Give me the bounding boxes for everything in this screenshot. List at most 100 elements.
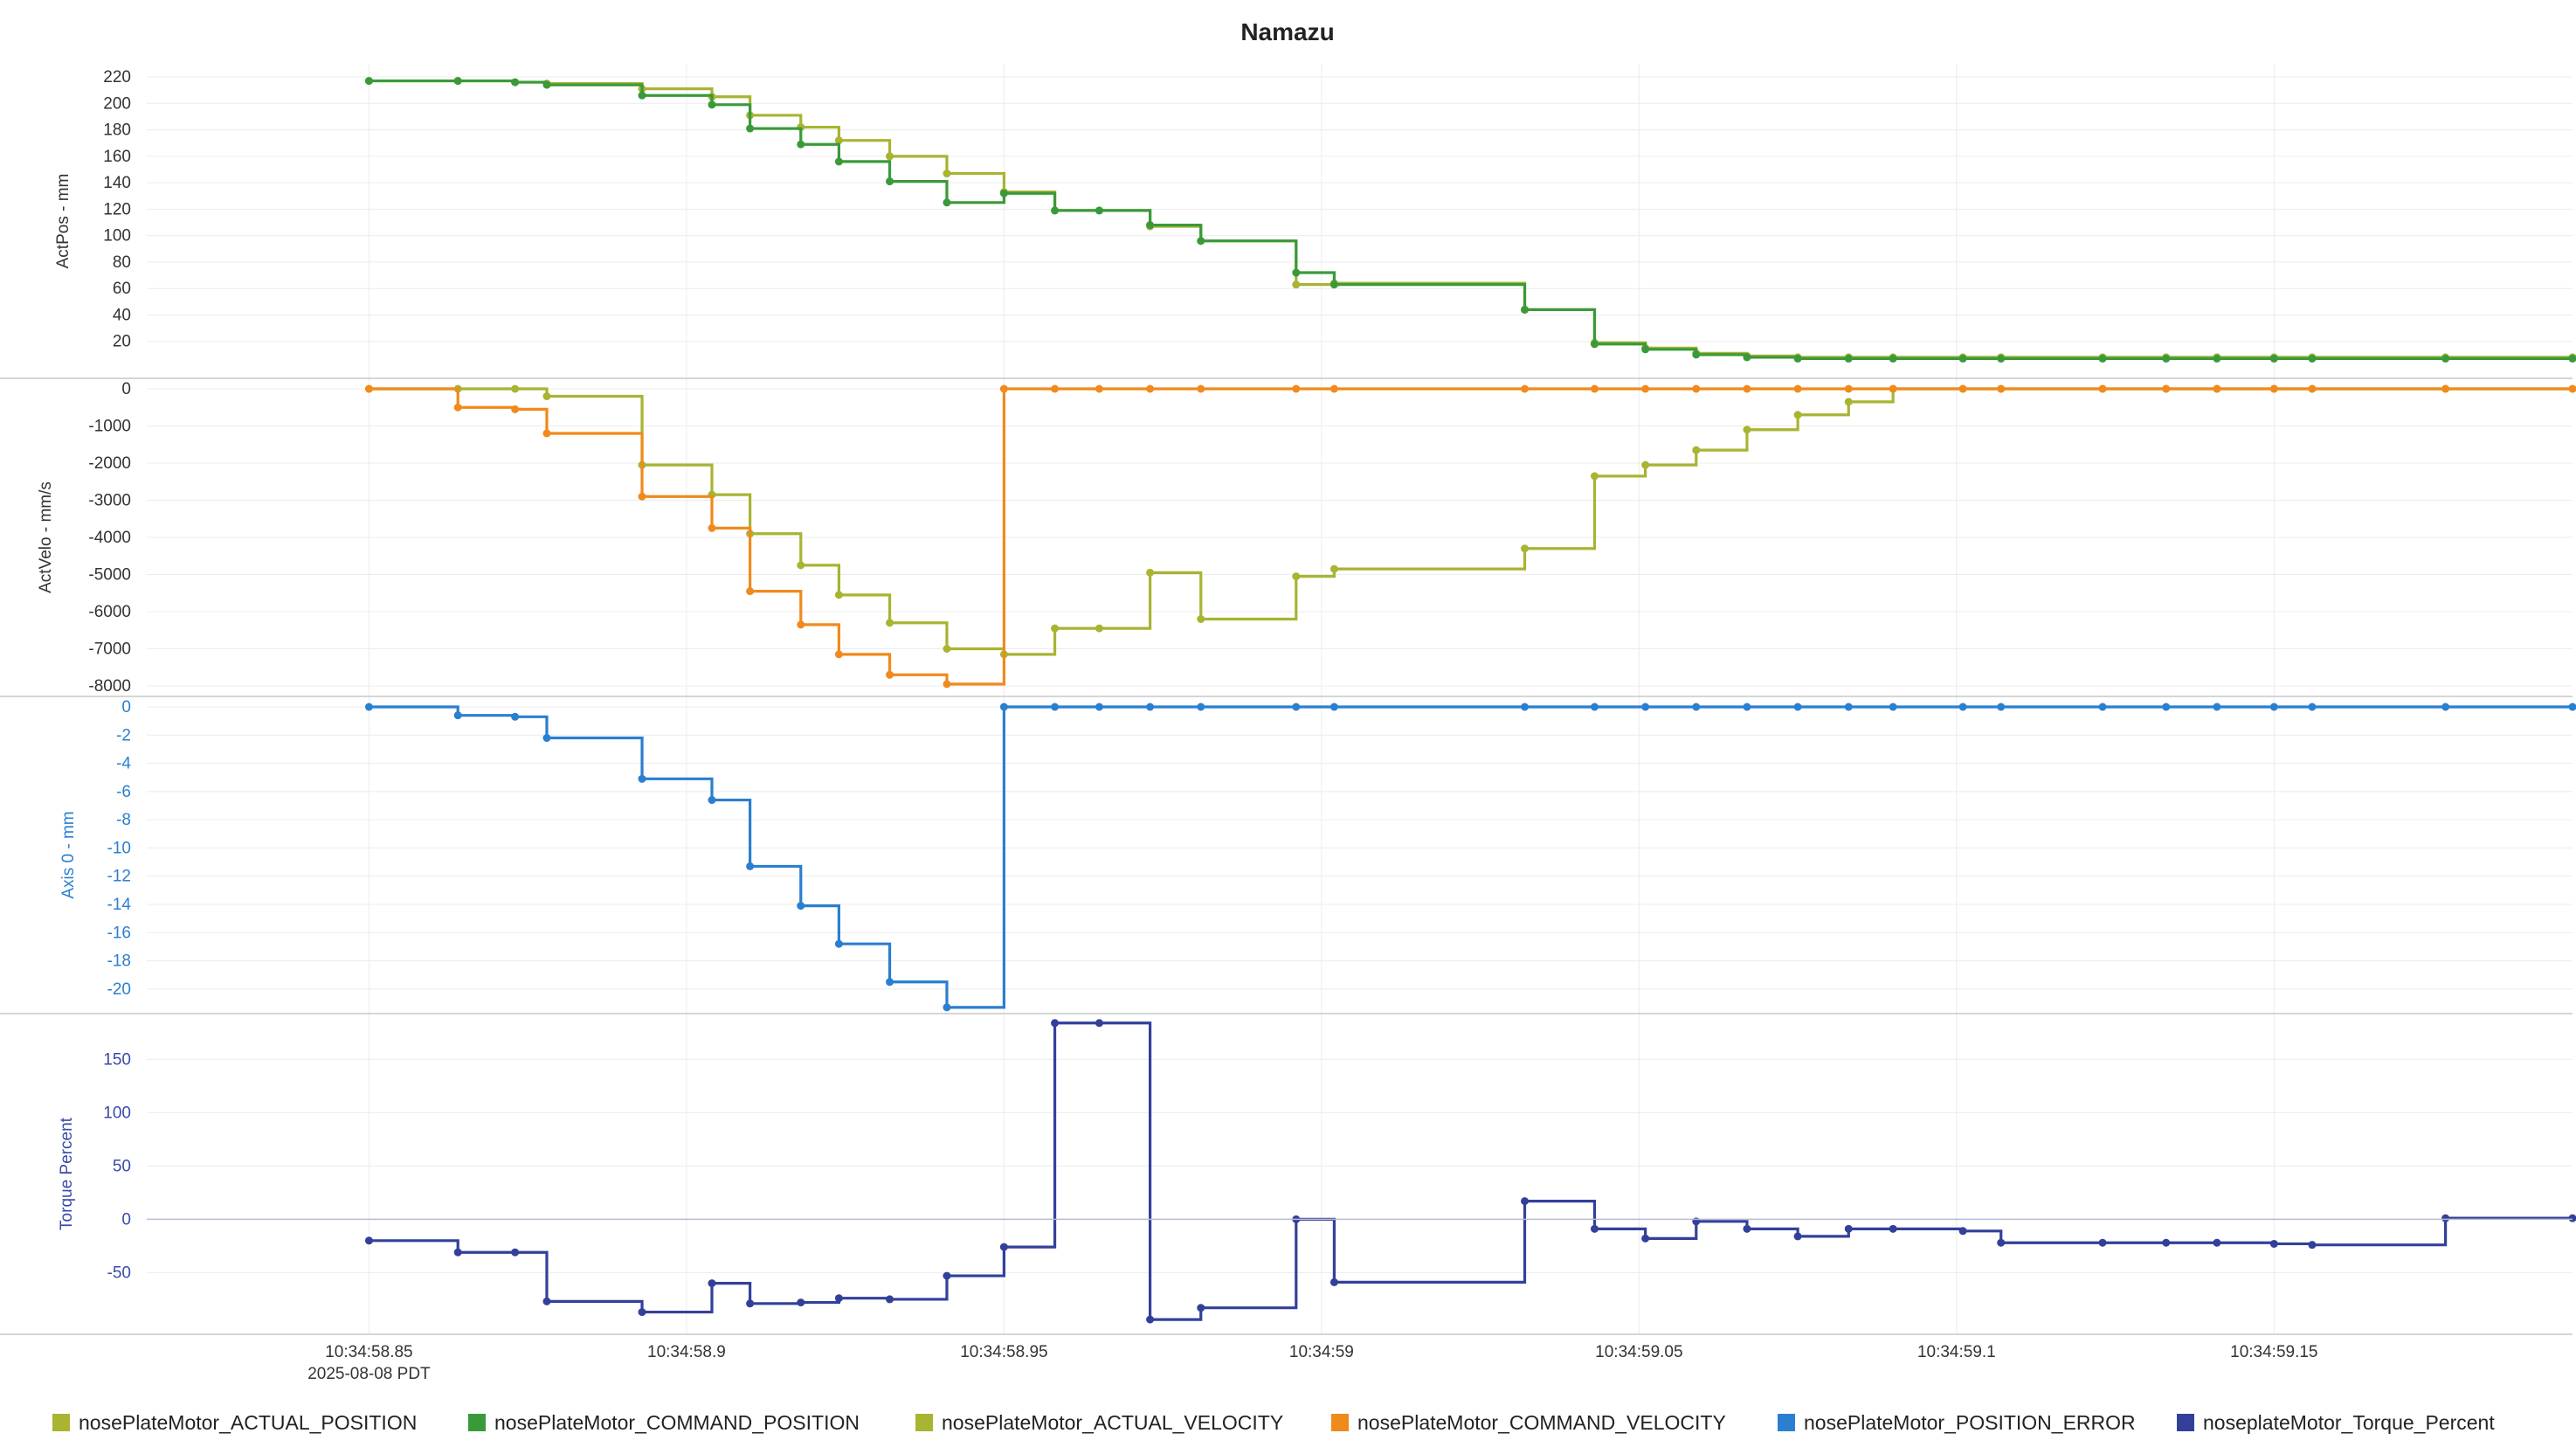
legend-item[interactable]: nosePlateMotor_ACTUAL_VELOCITY <box>915 1411 1283 1434</box>
data-point <box>797 620 805 628</box>
data-point <box>2213 355 2220 363</box>
data-point <box>2441 1215 2449 1222</box>
y-axis-label: Torque Percent <box>58 1117 76 1230</box>
data-point <box>1794 355 1802 363</box>
data-point <box>1292 269 1300 277</box>
data-point <box>1959 703 1967 711</box>
y-tick-label: 180 <box>103 121 131 140</box>
data-point <box>1051 625 1059 633</box>
data-point <box>943 680 950 688</box>
legend-item[interactable]: nosePlateMotor_COMMAND_VELOCITY <box>1331 1411 1726 1434</box>
data-point <box>943 1272 950 1280</box>
data-point <box>365 385 373 393</box>
data-point <box>708 100 715 108</box>
data-point <box>1743 1225 1751 1233</box>
data-point <box>1095 703 1103 711</box>
data-point <box>365 1236 373 1244</box>
data-point <box>639 92 646 100</box>
data-point <box>797 561 805 569</box>
data-point <box>1292 572 1300 580</box>
data-point <box>2569 385 2576 393</box>
data-point <box>1051 703 1059 711</box>
legend-item[interactable]: nosePlateMotor_COMMAND_POSITION <box>468 1411 860 1434</box>
data-point <box>2308 703 2316 711</box>
data-point <box>2162 355 2170 363</box>
data-point <box>1997 703 2005 711</box>
data-point <box>1845 355 1853 363</box>
data-point <box>2162 703 2170 711</box>
data-point <box>2569 1215 2576 1222</box>
data-point <box>639 775 646 783</box>
data-point <box>2270 385 2278 393</box>
data-point <box>2162 385 2170 393</box>
data-point <box>1997 355 2005 363</box>
series-nosePlateMotor_POSITION_ERROR <box>365 703 2576 1012</box>
y-tick-label: 50 <box>113 1157 131 1175</box>
data-point <box>2441 385 2449 393</box>
data-point <box>1095 625 1103 633</box>
series-line <box>369 1023 2573 1319</box>
data-point <box>365 703 373 711</box>
data-point <box>2441 703 2449 711</box>
y-tick-label: -12 <box>107 868 131 886</box>
data-point <box>511 79 519 87</box>
data-point <box>1095 206 1103 214</box>
series-layer <box>365 77 2576 1324</box>
legend-item[interactable]: nosePlateMotor_ACTUAL_POSITION <box>52 1411 417 1434</box>
data-point <box>1692 350 1700 358</box>
data-point <box>1521 306 1529 314</box>
data-point <box>1000 1243 1008 1251</box>
data-point <box>746 862 754 870</box>
data-point <box>1591 703 1599 711</box>
data-point <box>542 734 550 742</box>
x-tick-label: 10:34:59 <box>1289 1343 1354 1361</box>
data-point <box>1051 385 1059 393</box>
y-tick-label: 220 <box>103 68 131 87</box>
data-point <box>1521 1197 1529 1205</box>
x-tick-label: 10:34:59.15 <box>2230 1343 2317 1361</box>
data-point <box>1641 1235 1649 1243</box>
data-point <box>542 392 550 400</box>
x-tick-label: 10:34:59.05 <box>1595 1343 1682 1361</box>
legend-label: nosePlateMotor_COMMAND_VELOCITY <box>1357 1411 1726 1434</box>
data-point <box>886 619 894 627</box>
data-point <box>1146 385 1154 393</box>
data-point <box>835 650 843 658</box>
data-point <box>746 125 754 133</box>
data-point <box>746 587 754 595</box>
data-point <box>1692 447 1700 454</box>
y-tick-label: 140 <box>103 174 131 192</box>
data-point <box>797 902 805 910</box>
data-point <box>1292 703 1300 711</box>
data-point <box>542 430 550 438</box>
series-line <box>369 81 2573 357</box>
y-tick-label: -2000 <box>88 454 131 473</box>
y-tick-label: -18 <box>107 952 131 971</box>
y-tick-label: -1000 <box>88 418 131 436</box>
data-point <box>943 1003 950 1011</box>
legend-item[interactable]: nosePlateMotor_POSITION_ERROR <box>1778 1411 2136 1434</box>
data-point <box>511 385 519 393</box>
y-tick-label: -3000 <box>88 492 131 510</box>
data-point <box>2099 385 2107 393</box>
legend[interactable]: nosePlateMotor_ACTUAL_POSITION nosePlateM… <box>52 1411 2495 1434</box>
data-point <box>1197 703 1205 711</box>
grid-layer <box>147 64 2573 1334</box>
data-point <box>1591 472 1599 480</box>
data-point <box>1641 703 1649 711</box>
data-point <box>1051 1019 1059 1027</box>
data-point <box>454 404 462 412</box>
data-point <box>1197 237 1205 245</box>
legend-item[interactable]: noseplateMotor_Torque_Percent <box>2177 1411 2495 1434</box>
data-point <box>708 1279 715 1287</box>
data-point <box>2213 703 2220 711</box>
y-tick-label: 100 <box>103 1104 131 1122</box>
data-point <box>1743 703 1751 711</box>
chart-title: Namazu <box>1240 18 1334 45</box>
data-point <box>2162 1239 2170 1247</box>
y-tick-label: -6 <box>116 783 131 801</box>
data-point <box>835 591 843 599</box>
data-point <box>1794 385 1802 393</box>
data-point <box>1845 398 1853 405</box>
series-line <box>369 389 2573 654</box>
